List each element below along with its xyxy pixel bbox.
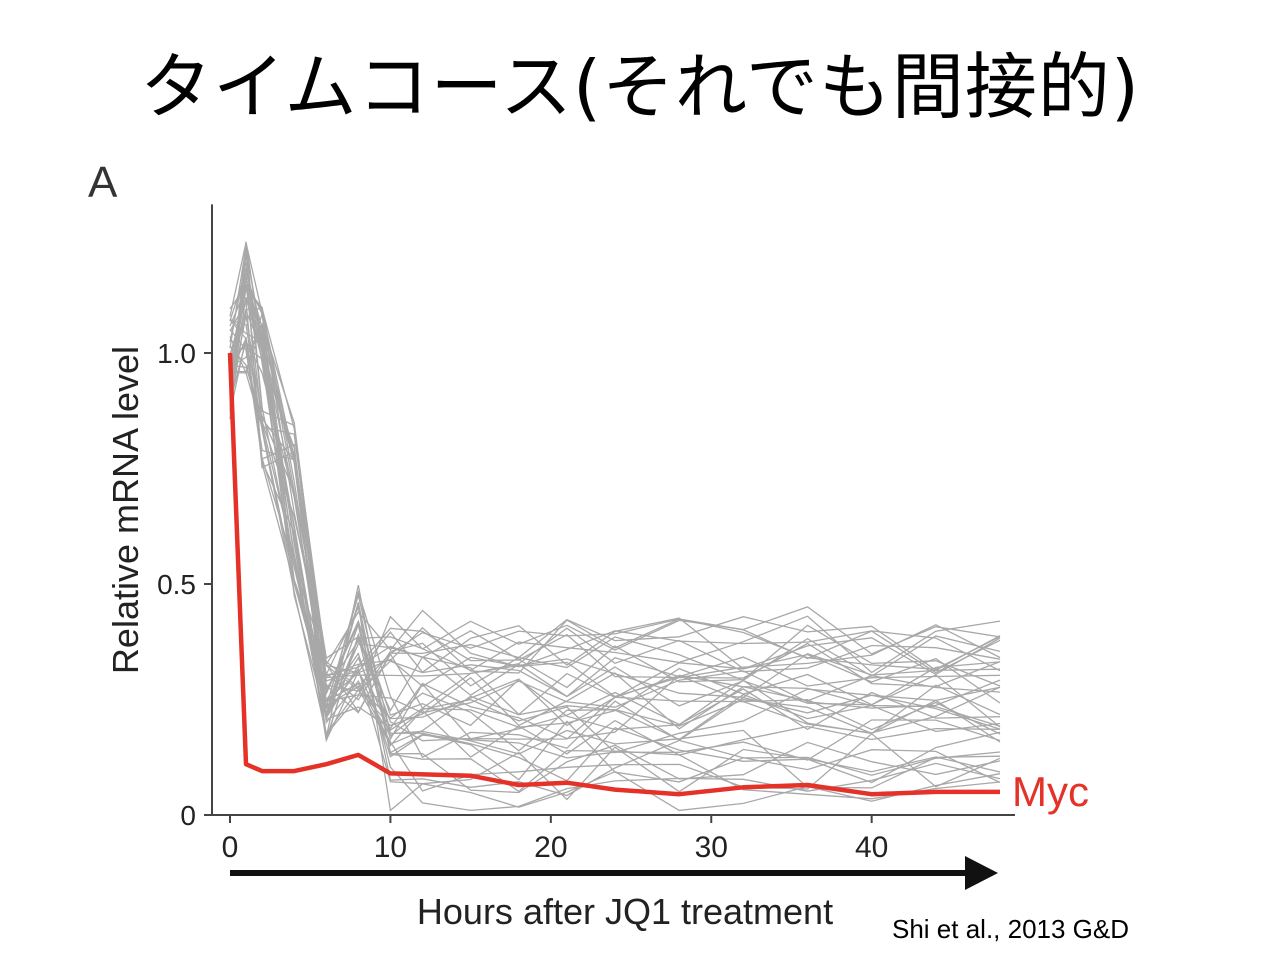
- y-tick-label: 0.5: [157, 569, 196, 600]
- axes: [204, 204, 1015, 890]
- background-series-group: [229, 241, 1001, 812]
- citation: Shi et al., 2013 G&D: [892, 914, 1130, 944]
- panel-letter: A: [88, 158, 118, 207]
- y-axis-label: Relative mRNA level: [105, 346, 146, 674]
- background-series-line: [229, 250, 1001, 800]
- highlight-series-group: [227, 352, 1000, 797]
- x-tick-label: 30: [695, 831, 728, 864]
- background-series-line: [229, 268, 1001, 714]
- myc-series-line: [227, 352, 1000, 797]
- background-series-line: [229, 283, 1001, 752]
- x-axis-arrow-head: [965, 856, 998, 890]
- background-series-line: [229, 328, 1001, 672]
- myc-series-label: Myc: [1012, 768, 1089, 815]
- x-axis-label: Hours after JQ1 treatment: [417, 891, 833, 932]
- background-series-line: [229, 262, 1001, 792]
- background-series-line: [229, 339, 1001, 735]
- x-tick-label: 40: [855, 831, 888, 864]
- background-series-line: [229, 322, 1001, 679]
- background-series-line: [229, 277, 1001, 812]
- background-series-line: [229, 314, 1001, 718]
- background-series-line: [229, 276, 1001, 784]
- background-series-line: [229, 342, 1001, 812]
- background-series-line: [229, 336, 1001, 754]
- x-tick-label: 20: [534, 831, 567, 864]
- background-series-line: [229, 297, 1001, 794]
- background-series-line: [229, 287, 1001, 678]
- background-series-line: [229, 253, 1001, 758]
- background-series-line: [229, 313, 1001, 783]
- y-tick-label: 1.0: [157, 338, 196, 369]
- x-tick-label: 0: [222, 831, 239, 864]
- background-series-line: [229, 337, 1001, 743]
- chart-labels: 0 0.5 1.0 0 10 20 30 40 Hours after JQ1 treatmen…: [105, 338, 1089, 932]
- x-tick-label: 10: [374, 831, 407, 864]
- background-series-line: [229, 318, 1001, 716]
- background-series-line: [229, 308, 1001, 720]
- background-series-line: [229, 319, 1001, 737]
- background-series-line: [229, 267, 1001, 721]
- background-series-line: [229, 314, 1001, 698]
- background-series-line: [229, 284, 1001, 689]
- background-series-line: [229, 278, 1001, 740]
- background-series-line: [229, 246, 1001, 801]
- slide-title: タイムコース(それでも間接的): [140, 45, 1140, 129]
- background-series-line: [229, 307, 1001, 714]
- y-tick-label: 0: [180, 800, 196, 831]
